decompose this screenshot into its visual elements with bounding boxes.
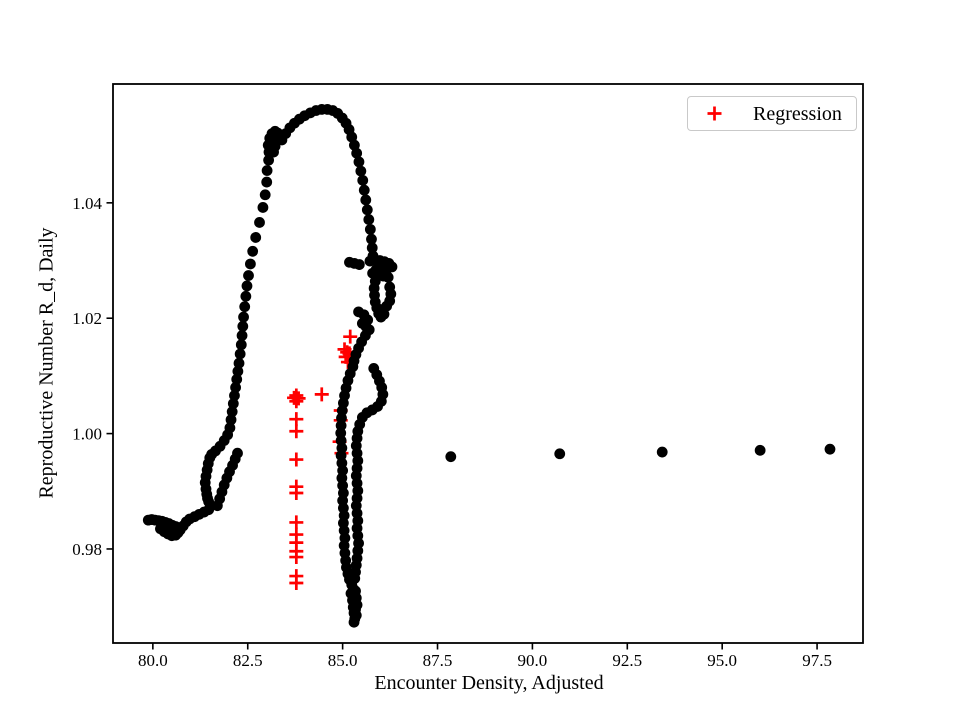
data-point-trajectory bbox=[445, 451, 457, 463]
data-point-trajectory bbox=[361, 204, 373, 216]
data-point-trajectory bbox=[238, 311, 249, 323]
data-point-trajectory bbox=[353, 156, 365, 168]
data-point-Regression bbox=[289, 550, 304, 565]
x-tick-label: 82.5 bbox=[233, 651, 263, 670]
data-point-trajectory bbox=[234, 348, 246, 360]
data-point-trajectory bbox=[250, 232, 262, 243]
y-tick-label: 1.00 bbox=[72, 425, 102, 444]
data-point-trajectory bbox=[243, 270, 254, 281]
data-point-trajectory bbox=[363, 214, 375, 225]
x-tick-label: 97.5 bbox=[802, 651, 832, 670]
y-tick-label: 1.02 bbox=[72, 309, 102, 328]
data-point-Regression bbox=[291, 391, 306, 406]
data-point-trajectory bbox=[239, 301, 251, 313]
data-point-Regression bbox=[314, 387, 329, 402]
data-point-Regression bbox=[289, 424, 304, 439]
data-point-trajectory bbox=[355, 165, 367, 177]
x-axis-label: Encounter Density, Adjusted bbox=[374, 672, 604, 694]
data-point-trajectory bbox=[236, 330, 248, 341]
data-point-trajectory bbox=[349, 572, 361, 584]
plus-marker-glyph bbox=[707, 106, 722, 121]
data-point-Regression bbox=[289, 394, 304, 409]
data-point-trajectory bbox=[366, 242, 378, 254]
y-tick-label: 0.98 bbox=[72, 540, 102, 559]
data-point-trajectory bbox=[254, 217, 265, 228]
data-point-Regression bbox=[289, 412, 304, 427]
regression-plus-icon bbox=[707, 106, 722, 121]
x-tick-label: 80.0 bbox=[138, 651, 168, 670]
data-point-trajectory bbox=[161, 522, 172, 534]
data-point-trajectory bbox=[824, 443, 836, 455]
data-point-Regression bbox=[289, 515, 304, 530]
data-point-trajectory bbox=[351, 147, 363, 159]
data-point-Regression bbox=[289, 486, 304, 501]
data-point-trajectory bbox=[353, 259, 365, 270]
data-point-trajectory bbox=[261, 176, 273, 188]
data-point-trajectory bbox=[360, 194, 372, 206]
legend-label: Regression bbox=[753, 102, 842, 125]
data-point-trajectory bbox=[257, 202, 269, 213]
data-point-trajectory bbox=[261, 165, 273, 176]
data-point-trajectory bbox=[232, 447, 243, 459]
x-tick-label: 87.5 bbox=[423, 651, 453, 670]
data-point-trajectory bbox=[382, 271, 394, 283]
data-point-trajectory bbox=[231, 373, 243, 385]
x-tick-label: 92.5 bbox=[612, 651, 642, 670]
legend: Regression bbox=[687, 96, 857, 131]
data-point-trajectory bbox=[240, 290, 252, 302]
x-tick-label: 90.0 bbox=[518, 651, 548, 670]
data-point-trajectory bbox=[754, 444, 766, 456]
data-point-Regression bbox=[289, 576, 304, 591]
data-point-trajectory bbox=[364, 223, 376, 235]
data-point-Regression bbox=[343, 329, 358, 344]
data-point-trajectory bbox=[235, 339, 247, 351]
data-point-trajectory bbox=[348, 616, 360, 628]
x-tick-label: 95.0 bbox=[707, 651, 737, 670]
data-point-trajectory bbox=[378, 308, 390, 320]
data-point-trajectory bbox=[247, 245, 259, 257]
data-point-trajectory bbox=[656, 446, 668, 458]
data-point-trajectory bbox=[232, 365, 244, 377]
data-point-trajectory bbox=[358, 184, 370, 196]
data-point-trajectory bbox=[263, 154, 275, 166]
plot-frame bbox=[112, 83, 864, 644]
data-point-trajectory bbox=[237, 320, 249, 332]
data-point-trajectory bbox=[230, 382, 241, 393]
data-point-trajectory bbox=[244, 258, 256, 270]
data-point-trajectory bbox=[225, 414, 237, 426]
data-point-trajectory bbox=[554, 448, 566, 460]
y-axis-label: Reproductive Number R_d, Daily bbox=[35, 227, 58, 499]
data-point-trajectory bbox=[366, 233, 377, 245]
data-point-trajectory bbox=[229, 390, 240, 401]
data-point-trajectory bbox=[241, 280, 253, 292]
x-tick-label: 85.0 bbox=[328, 651, 358, 670]
data-point-trajectory bbox=[357, 174, 369, 186]
y-tick-label: 1.04 bbox=[72, 194, 102, 213]
data-point-trajectory bbox=[227, 398, 239, 409]
data-point-Regression bbox=[289, 452, 304, 467]
data-point-trajectory bbox=[268, 146, 279, 158]
data-point-trajectory bbox=[226, 406, 238, 418]
data-point-trajectory bbox=[224, 422, 236, 434]
data-point-trajectory bbox=[259, 189, 271, 201]
data-point-trajectory bbox=[233, 357, 245, 369]
